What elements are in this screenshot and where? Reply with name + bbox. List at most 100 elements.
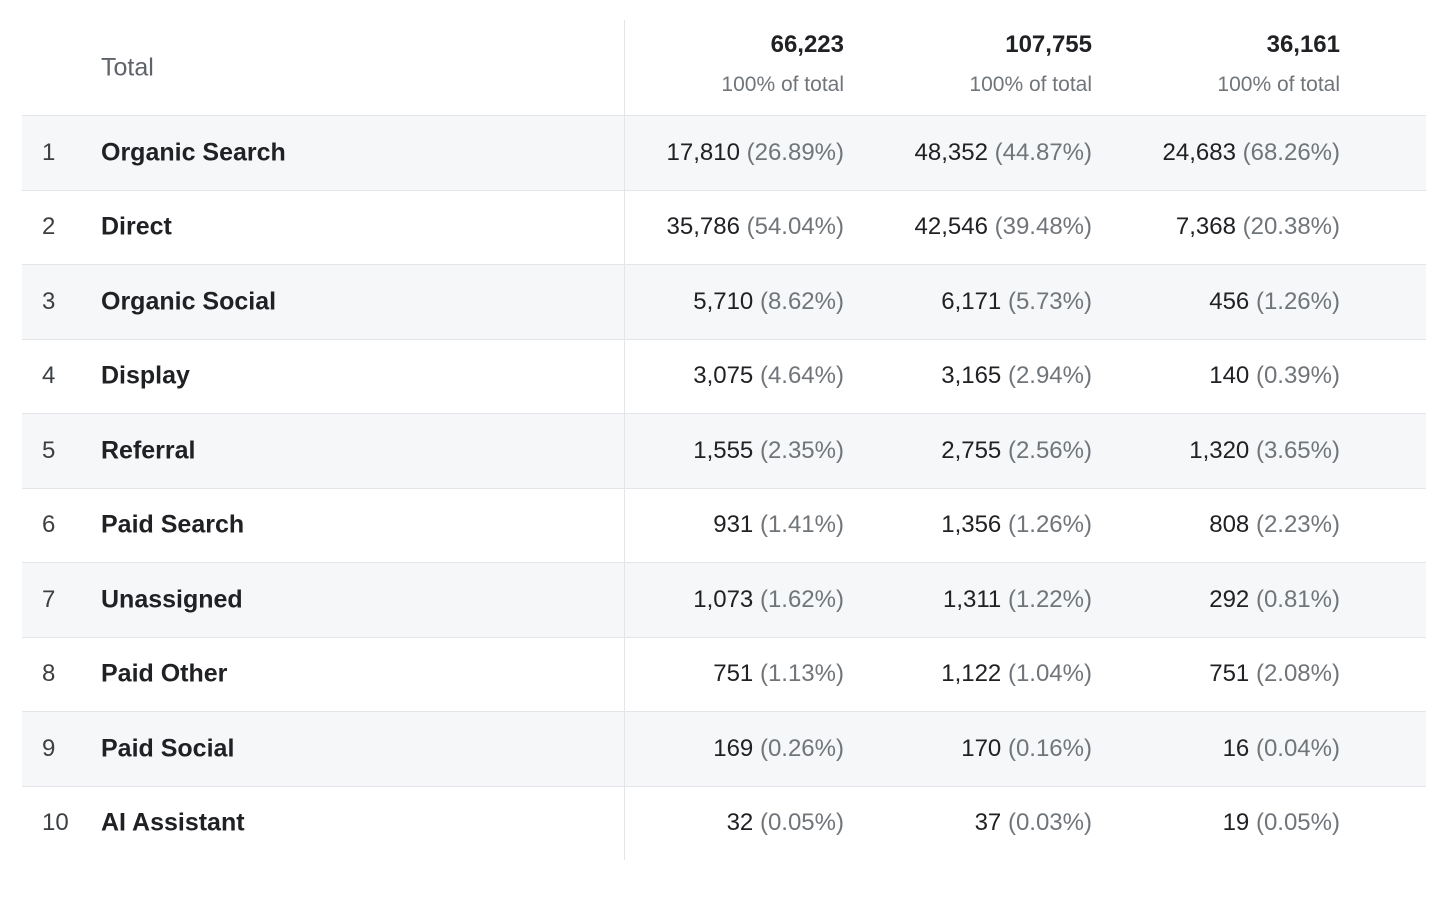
row-rank: 6 [42, 511, 56, 539]
row-rank: 1 [42, 138, 56, 166]
totals-header-row: Total 66,223 100% of total 107,755 100% … [22, 20, 1426, 115]
total-metric-1-value: 66,223 [770, 31, 844, 58]
metric-2-percent: (2.94%) [1007, 362, 1092, 390]
metric-3-cell: 7,368 (20.38%) [1176, 213, 1340, 241]
column-divider [624, 786, 625, 860]
column-divider [624, 563, 625, 637]
metric-3-cell: 16 (0.04%) [1223, 735, 1340, 763]
channel-name[interactable]: Organic Social [101, 287, 277, 316]
metric-1-percent: (4.64%) [759, 362, 844, 390]
metric-2-cell: 48,352 (44.87%) [915, 139, 1092, 167]
channel-name[interactable]: Organic Search [101, 138, 286, 167]
metric-2-value: 37 [974, 809, 1002, 837]
metric-2-percent: (0.16%) [1007, 734, 1092, 762]
metric-3-value: 24,683 [1162, 138, 1236, 166]
metric-2-percent: (1.26%) [1007, 511, 1092, 539]
metric-3-cell: 456 (1.26%) [1209, 288, 1340, 316]
metric-1-cell: 5,710 (8.62%) [693, 288, 844, 316]
metric-3-value: 808 [1209, 511, 1250, 539]
metric-3-percent: (0.81%) [1255, 585, 1340, 613]
metric-1-cell: 3,075 (4.64%) [693, 362, 844, 390]
metric-3-value: 456 [1209, 287, 1250, 315]
metric-1-percent: (1.41%) [759, 511, 844, 539]
metric-2-cell: 1,356 (1.26%) [941, 511, 1092, 539]
metric-3-percent: (0.04%) [1255, 734, 1340, 762]
metric-1-percent: (54.04%) [746, 213, 844, 241]
metric-3-cell: 1,320 (3.65%) [1189, 437, 1340, 465]
metric-2-value: 1,311 [943, 585, 1002, 613]
total-metric-1: 66,223 100% of total [721, 30, 844, 100]
metric-3-value: 751 [1209, 660, 1250, 688]
metric-1-value: 35,786 [666, 213, 740, 241]
metric-2-percent: (1.04%) [1007, 660, 1092, 688]
total-metric-2-share: 100% of total [969, 73, 1092, 96]
row-rank: 8 [42, 660, 56, 688]
metric-3-value: 7,368 [1175, 213, 1236, 241]
metric-3-percent: (20.38%) [1242, 213, 1340, 241]
column-divider [624, 116, 625, 190]
metric-1-cell: 17,810 (26.89%) [667, 139, 844, 167]
table-row[interactable]: 3 Organic Social 5,710 (8.62%) 6,171 (5.… [22, 264, 1426, 339]
metric-1-cell: 1,555 (2.35%) [693, 437, 844, 465]
metric-2-percent: (39.48%) [994, 213, 1092, 241]
metric-1-cell: 1,073 (1.62%) [693, 586, 844, 614]
row-rank: 2 [42, 213, 56, 241]
metric-3-cell: 292 (0.81%) [1209, 586, 1340, 614]
metric-1-value: 17,810 [666, 138, 740, 166]
channel-name[interactable]: Paid Social [101, 734, 235, 763]
metric-3-cell: 751 (2.08%) [1209, 660, 1340, 688]
channel-name[interactable]: Direct [101, 212, 172, 241]
metric-1-cell: 32 (0.05%) [727, 809, 844, 837]
metric-1-percent: (8.62%) [759, 287, 844, 315]
column-divider [624, 190, 625, 264]
total-metric-3-share: 100% of total [1217, 73, 1340, 96]
metric-2-value: 170 [961, 734, 1002, 762]
metric-3-value: 16 [1222, 734, 1250, 762]
metric-2-percent: (0.03%) [1007, 809, 1092, 837]
table-row[interactable]: 8 Paid Other 751 (1.13%) 1,122 (1.04%) 7… [22, 636, 1426, 711]
metric-2-cell: 1,122 (1.04%) [941, 660, 1092, 688]
metric-2-cell: 2,755 (2.56%) [941, 437, 1092, 465]
channel-name[interactable]: Display [101, 361, 190, 390]
metric-1-value: 751 [713, 660, 754, 688]
total-metric-1-share: 100% of total [721, 73, 844, 96]
metric-2-percent: (44.87%) [994, 138, 1092, 166]
metric-3-value: 1,320 [1189, 436, 1250, 464]
metric-2-value: 42,546 [914, 213, 988, 241]
channel-name[interactable]: AI Assistant [101, 808, 245, 837]
metric-1-percent: (1.13%) [759, 660, 844, 688]
metric-1-value: 32 [726, 809, 754, 837]
metric-3-percent: (1.26%) [1255, 287, 1340, 315]
metric-3-value: 19 [1222, 809, 1250, 837]
column-divider [624, 20, 625, 115]
metric-2-cell: 37 (0.03%) [975, 809, 1092, 837]
table-row[interactable]: 7 Unassigned 1,073 (1.62%) 1,311 (1.22%)… [22, 562, 1426, 637]
table-row[interactable]: 2 Direct 35,786 (54.04%) 42,546 (39.48%)… [22, 189, 1426, 264]
table-row[interactable]: 5 Referral 1,555 (2.35%) 2,755 (2.56%) 1… [22, 413, 1426, 488]
row-rank: 5 [42, 436, 56, 464]
channel-name[interactable]: Unassigned [101, 585, 243, 614]
column-divider [624, 712, 625, 786]
table-row[interactable]: 6 Paid Search 931 (1.41%) 1,356 (1.26%) … [22, 487, 1426, 562]
column-divider [624, 414, 625, 488]
metric-1-cell: 169 (0.26%) [713, 735, 844, 763]
metric-3-value: 140 [1209, 362, 1250, 390]
metric-2-cell: 170 (0.16%) [961, 735, 1092, 763]
table-row[interactable]: 10 AI Assistant 32 (0.05%) 37 (0.03%) 19… [22, 785, 1426, 860]
table-row[interactable]: 1 Organic Search 17,810 (26.89%) 48,352 … [22, 115, 1426, 190]
column-divider [624, 265, 625, 339]
metric-2-value: 2,755 [941, 436, 1002, 464]
metric-2-value: 3,165 [941, 362, 1002, 390]
metric-1-percent: (26.89%) [746, 138, 844, 166]
total-metric-2: 107,755 100% of total [969, 30, 1092, 100]
table-row[interactable]: 4 Display 3,075 (4.64%) 3,165 (2.94%) 14… [22, 338, 1426, 413]
channel-name[interactable]: Paid Other [101, 659, 228, 688]
row-rank: 10 [42, 809, 69, 837]
metric-2-cell: 6,171 (5.73%) [941, 288, 1092, 316]
metric-2-cell: 1,311 (1.22%) [943, 586, 1092, 614]
channel-name[interactable]: Paid Search [101, 510, 245, 539]
metric-1-value: 1,073 [693, 585, 754, 613]
metric-2-percent: (2.56%) [1007, 436, 1092, 464]
channel-name[interactable]: Referral [101, 436, 196, 465]
table-row[interactable]: 9 Paid Social 169 (0.26%) 170 (0.16%) 16… [22, 711, 1426, 786]
